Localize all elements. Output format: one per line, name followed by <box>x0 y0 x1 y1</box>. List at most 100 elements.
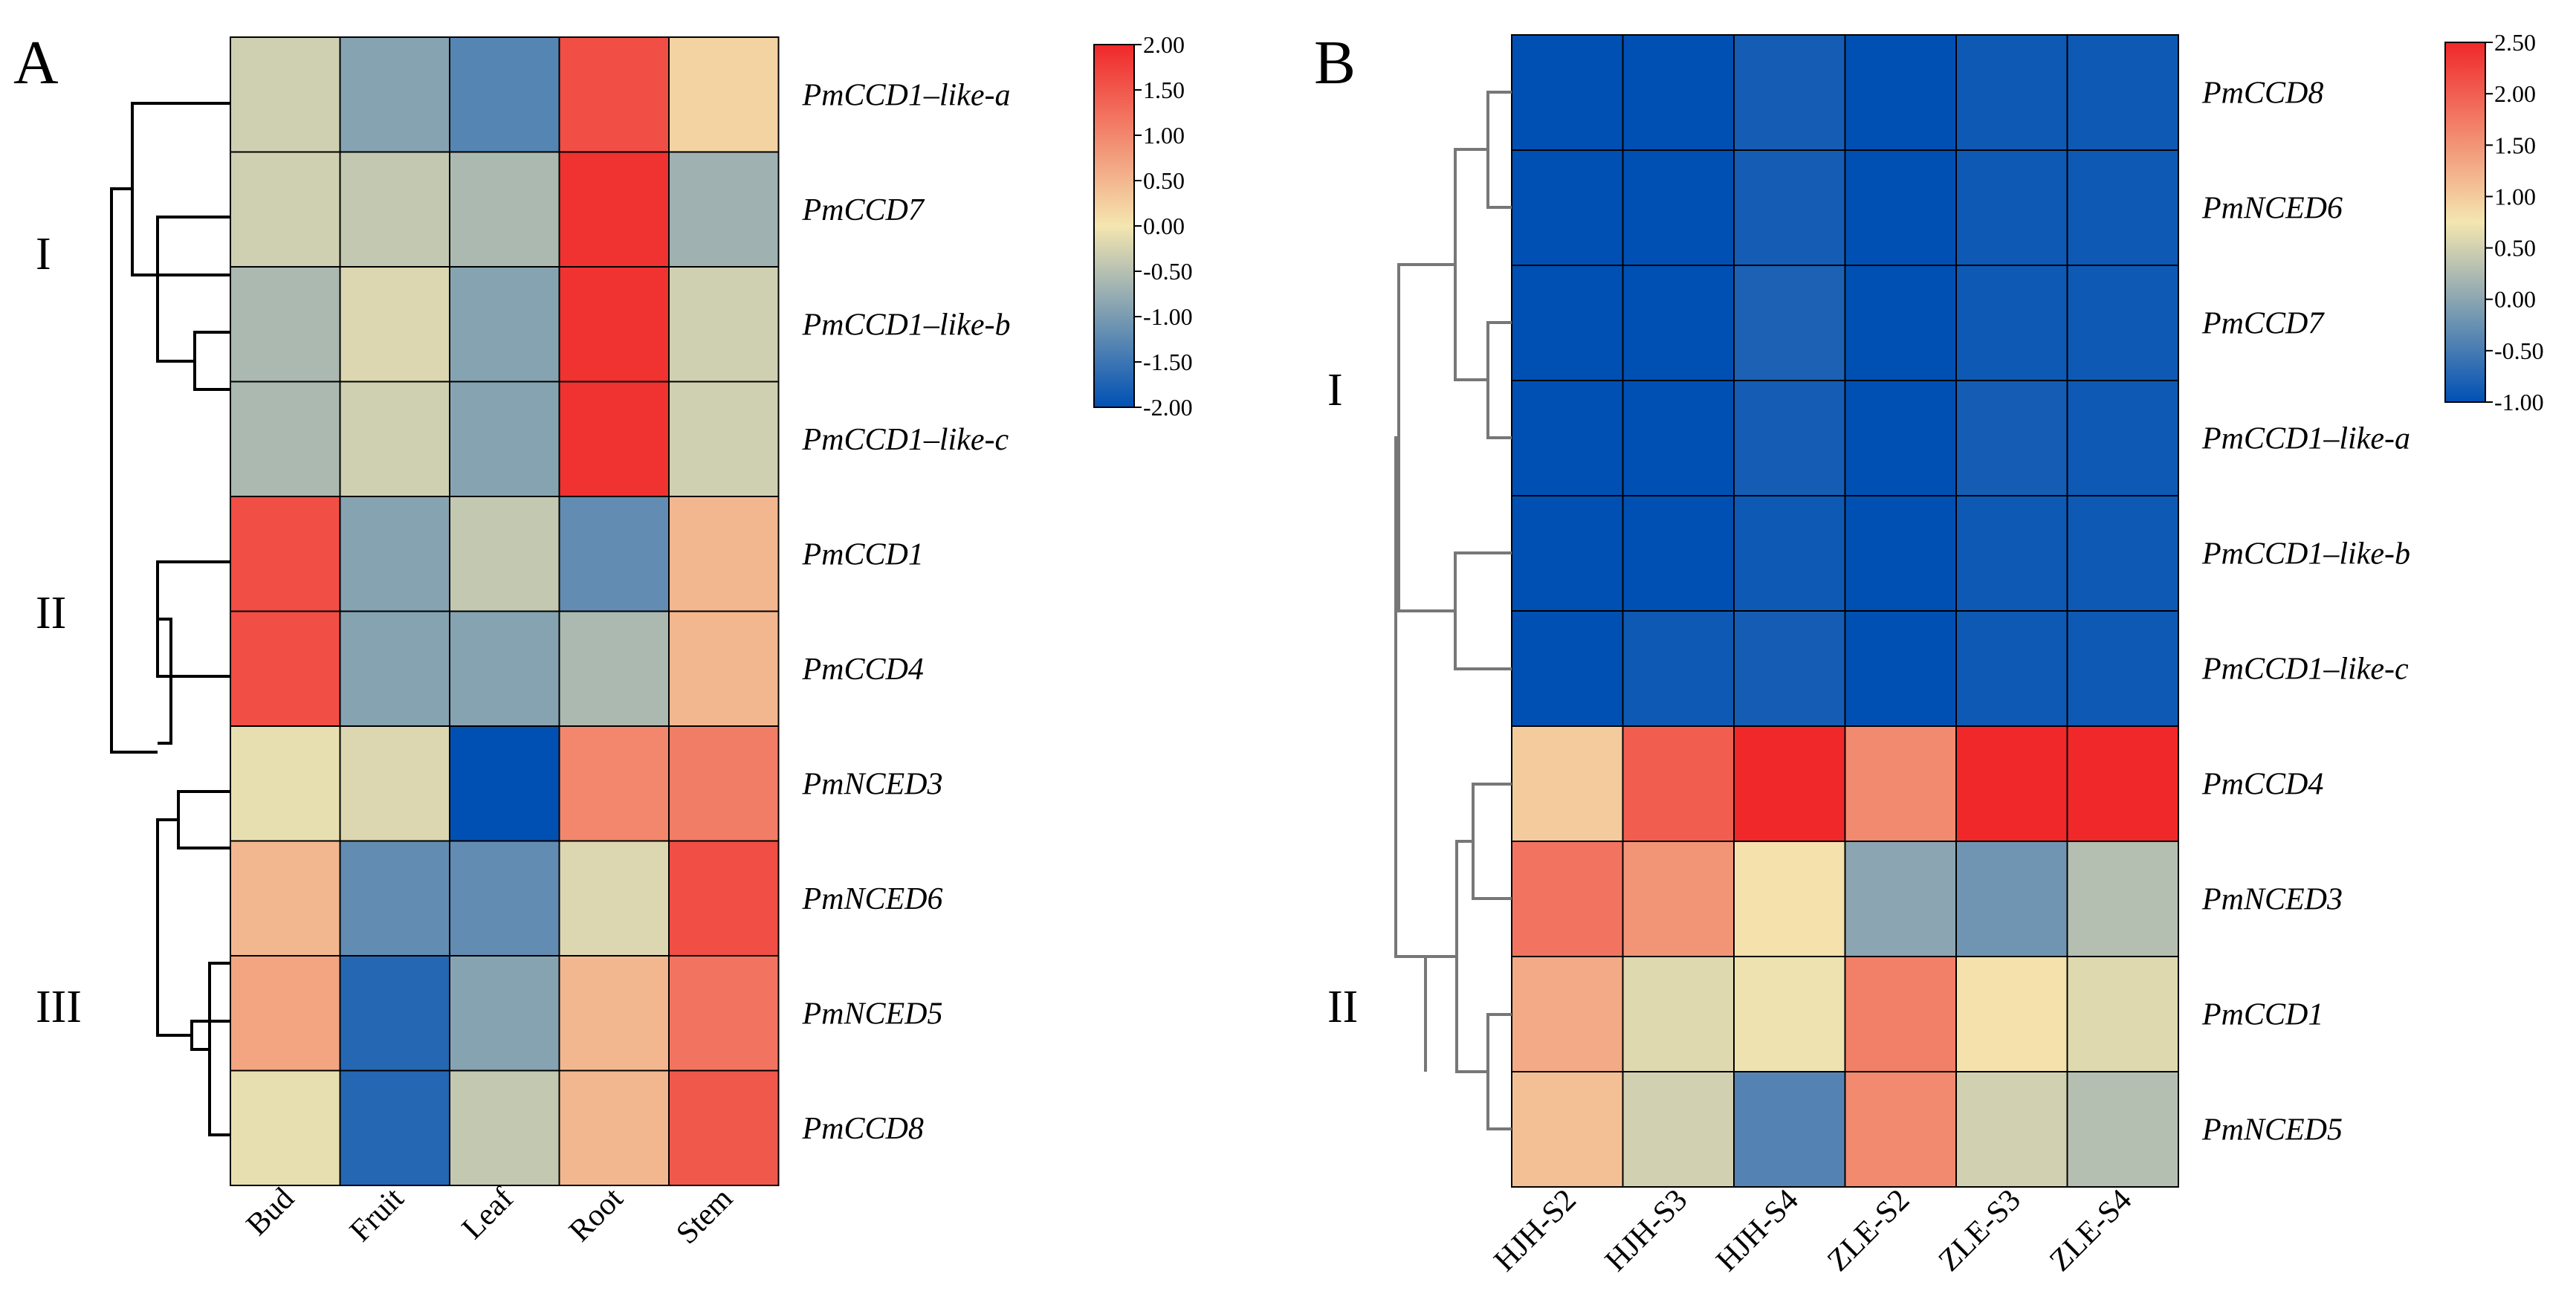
panel-b: B PmCCD8 PmNCED6 PmCCD7 PmCCD1–like-a PmCCD1… <box>1314 28 2544 1278</box>
panel-b-scale-label: 2.00 <box>2494 80 2536 107</box>
panel-b-cell <box>1733 1071 1846 1188</box>
panel-a-scale-label: -1.50 <box>1143 349 1193 375</box>
panel-a-scale-label: 0.50 <box>1143 167 1185 194</box>
panel-a-cell <box>668 381 780 497</box>
panel-b-cell <box>1622 841 1735 957</box>
panel-b-cell <box>2066 149 2179 266</box>
panel-a-cell <box>558 266 670 383</box>
panel-b-cell <box>1733 725 1846 842</box>
panel-b-cell <box>1955 1071 2068 1188</box>
panel-b-cell <box>2066 956 2179 1072</box>
panel-a-cell <box>230 725 341 842</box>
panel-b-cell <box>1844 265 1957 381</box>
panel-b-row-label: PmNCED5 <box>2201 1113 2343 1148</box>
panel-a-cell <box>230 36 341 153</box>
panel-b-col-labels: HJH-S2 HJH-S3 HJH-S4 ZLE-S2 ZLE-S3 ZLE-S4 <box>1488 1183 2139 1278</box>
panel-b-row-label: PmCCD1 <box>2201 998 2323 1032</box>
panel-b-cell <box>1511 380 1624 496</box>
panel-a-cell <box>558 840 670 957</box>
panel-a-cell <box>668 610 780 727</box>
panel-a-scale-ticks: 2.00 1.50 1.00 0.50 0.00 -0.50 -1.00 -1.50 -2.00 <box>1134 31 1193 421</box>
panel-a-cell <box>339 725 450 842</box>
panel-b-cell <box>1733 34 1846 151</box>
panel-b-row-label: PmCCD1–like-c <box>2201 653 2409 687</box>
panel-b-cell <box>2066 725 2179 842</box>
panel-a-cell <box>558 496 670 612</box>
panel-b-cell <box>2066 34 2179 151</box>
panel-b-cell <box>1955 956 2068 1072</box>
panel-b-cell <box>1622 380 1735 496</box>
panel-a-cell <box>449 725 560 842</box>
panel-b-cell <box>1511 956 1624 1072</box>
panel-b-cell <box>2066 1071 2179 1188</box>
panel-b-col-label: HJH-S2 <box>1488 1183 1583 1278</box>
panel-a-cell <box>339 36 450 153</box>
panel-a-cell <box>230 955 341 1072</box>
panel-a-cell <box>668 496 780 612</box>
panel-a-letter: A <box>13 28 59 97</box>
panel-a-cell <box>230 266 341 383</box>
panel-a-cell <box>339 955 450 1072</box>
panel-b-cell <box>1955 265 2068 381</box>
panel-a-scale-label: 0.00 <box>1143 213 1185 239</box>
panel-a-cell <box>449 955 560 1072</box>
panel-b-scale-label: 1.00 <box>2494 183 2536 210</box>
panel-a-col-label: Stem <box>670 1181 740 1251</box>
panel-a-row-label: PmCCD1–like-b <box>802 308 1011 342</box>
panel-a-cell <box>449 496 560 612</box>
panel-b-cell <box>2066 380 2179 496</box>
panel-b-cluster-2: II <box>1327 982 1358 1032</box>
panel-b-col-label: ZLE-S4 <box>2043 1183 2138 1278</box>
panel-a-cell <box>230 151 341 268</box>
panel-a-cell <box>558 381 670 497</box>
panel-b-col-label: HJH-S3 <box>1599 1183 1694 1278</box>
panel-a-row-label: PmCCD1–like-c <box>802 423 1009 457</box>
panel-a-cell <box>339 840 450 957</box>
panel-a-scale-label: 1.50 <box>1143 77 1185 103</box>
panel-b-cell <box>1622 610 1735 727</box>
panel-b-cell <box>1955 610 2068 727</box>
panel-b-cell <box>1511 610 1624 727</box>
panel-b-cell <box>1733 610 1846 727</box>
panel-b-scale-ticks: 2.50 2.00 1.50 1.00 0.50 0.00 -0.50 -1.00 <box>2485 29 2544 415</box>
panel-a-cell <box>230 840 341 957</box>
panel-b-row-label: PmCCD4 <box>2201 768 2323 802</box>
panel-a-cell <box>558 725 670 842</box>
panel-a-col-label: Fruit <box>343 1181 411 1249</box>
panel-b-cell <box>1844 495 1957 612</box>
panel-a-cell <box>230 610 341 727</box>
panel-a-scale-label: 2.00 <box>1143 31 1185 58</box>
panel-b-cell <box>2066 265 2179 381</box>
panel-b-cell <box>1844 956 1957 1072</box>
panel-a-cell <box>449 1069 560 1186</box>
panel-b-cell <box>1733 380 1846 496</box>
panel-b-color-bar <box>2444 42 2486 403</box>
panel-a-cell <box>230 1069 341 1186</box>
panel-b-cell <box>1511 1071 1624 1188</box>
panel-a-cell <box>230 496 341 612</box>
panel-a-row-labels: PmCCD1–like-a PmCCD7 PmCCD1–like-b PmCCD1–l… <box>802 78 1011 1146</box>
panel-a-cell <box>668 151 780 268</box>
panel-a-cell <box>668 725 780 842</box>
panel-a-row-label: PmCCD4 <box>802 653 924 687</box>
panel-a-scale-label: -0.50 <box>1143 258 1193 285</box>
panel-a-scale-label: 1.00 <box>1143 122 1185 149</box>
panel-b-cell <box>1955 725 2068 842</box>
panel-b-cell <box>1622 956 1735 1072</box>
panel-a-color-bar <box>1093 44 1135 408</box>
panel-a-cell <box>668 266 780 383</box>
panel-a-cell <box>339 496 450 612</box>
panel-b-cell <box>1511 149 1624 266</box>
panel-b-row-label: PmCCD7 <box>2201 307 2325 341</box>
panel-b-scale-label: 1.50 <box>2494 132 2536 158</box>
panel-a-cluster-3: III <box>36 982 82 1032</box>
panel-b-cell <box>1844 1071 1957 1188</box>
panel-a: A PmCCD1–like-aPmCCD7PmCCD1–like-bPmCCD1… <box>13 28 1193 1251</box>
panel-a-row-label: PmNCED3 <box>802 767 943 801</box>
panel-b-cell <box>1511 34 1624 151</box>
panel-b-cells <box>1511 34 2179 1188</box>
panel-a-cell <box>558 610 670 727</box>
panel-a-dendrogram <box>110 102 230 1136</box>
panel-a-cell <box>339 381 450 497</box>
